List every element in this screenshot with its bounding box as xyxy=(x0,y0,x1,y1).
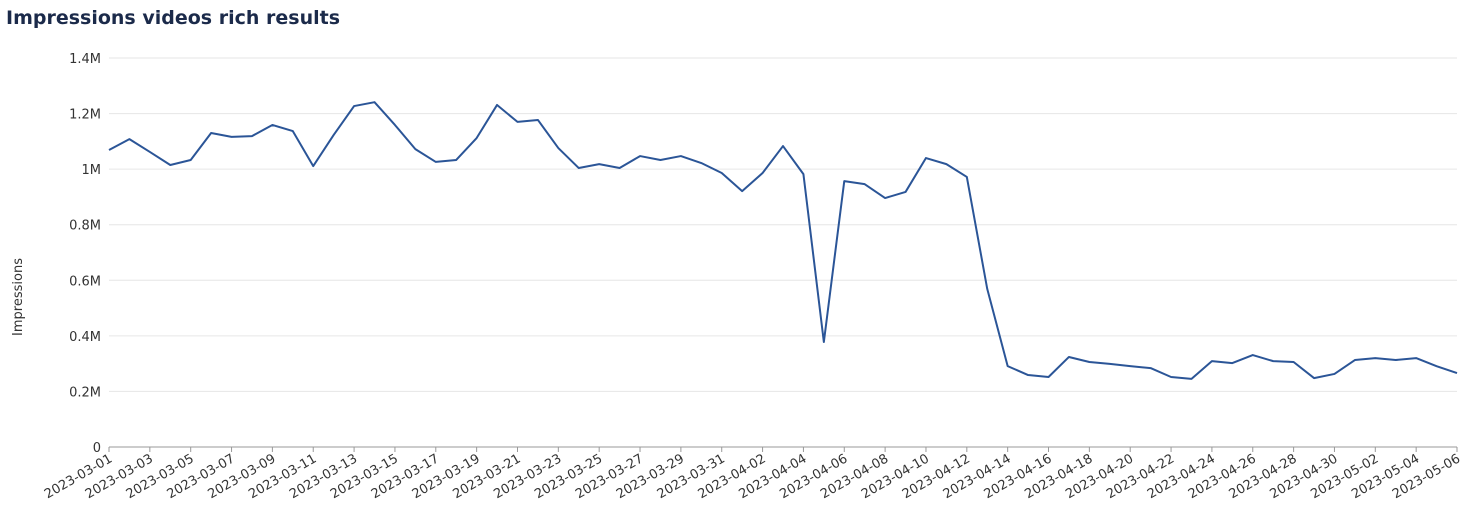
y-tick-label: 0.6M xyxy=(69,274,101,289)
y-tick-label: 0.8M xyxy=(69,219,101,234)
y-tick-label: 0.2M xyxy=(69,385,101,400)
chart-title: Impressions videos rich results xyxy=(6,7,340,29)
y-tick-label: 1M xyxy=(82,163,102,178)
y-tick-label: 0 xyxy=(93,441,101,456)
y-tick-label: 1.4M xyxy=(69,52,101,67)
line-series xyxy=(108,101,1458,380)
y-axis-title: Impressions xyxy=(11,258,26,336)
y-tick-label: 1.2M xyxy=(69,108,101,123)
y-tick-label: 0.4M xyxy=(69,330,101,345)
